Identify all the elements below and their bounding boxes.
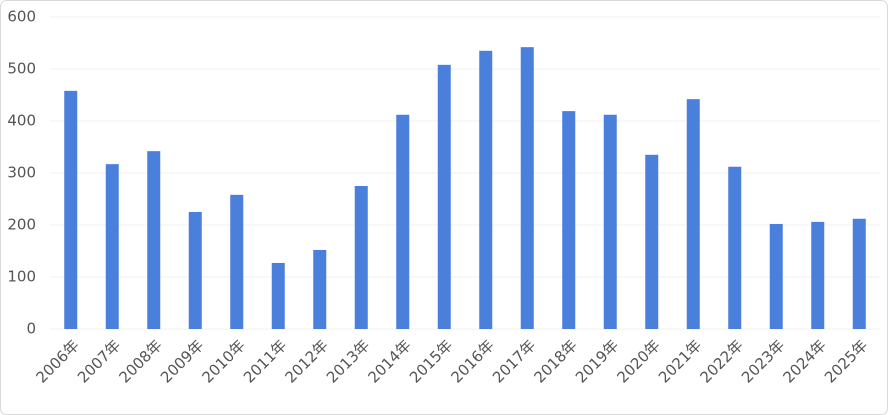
- bar: [396, 114, 410, 329]
- bar: [852, 218, 866, 329]
- bar: [64, 90, 78, 329]
- bar: [313, 249, 327, 329]
- y-tick-label: 600: [7, 8, 36, 26]
- bar: [769, 223, 783, 329]
- y-tick-label: 100: [7, 268, 36, 286]
- bar: [811, 221, 825, 329]
- y-tick-label: 0: [26, 320, 36, 338]
- bar: [728, 166, 742, 329]
- bar: [562, 111, 576, 330]
- bar: [520, 47, 534, 329]
- bar: [105, 164, 119, 329]
- bar: [354, 186, 368, 329]
- y-tick-label: 200: [7, 216, 36, 234]
- bar: [437, 64, 451, 329]
- y-tick-label: 400: [7, 112, 36, 130]
- bar: [686, 99, 700, 329]
- bar: [230, 194, 244, 329]
- bar: [645, 154, 659, 329]
- y-tick-label: 500: [7, 60, 36, 78]
- bar: [271, 262, 285, 329]
- bar: [188, 212, 202, 329]
- bar: [603, 114, 617, 329]
- y-tick-label: 300: [7, 164, 36, 182]
- bar: [147, 151, 161, 329]
- bar: [479, 50, 493, 330]
